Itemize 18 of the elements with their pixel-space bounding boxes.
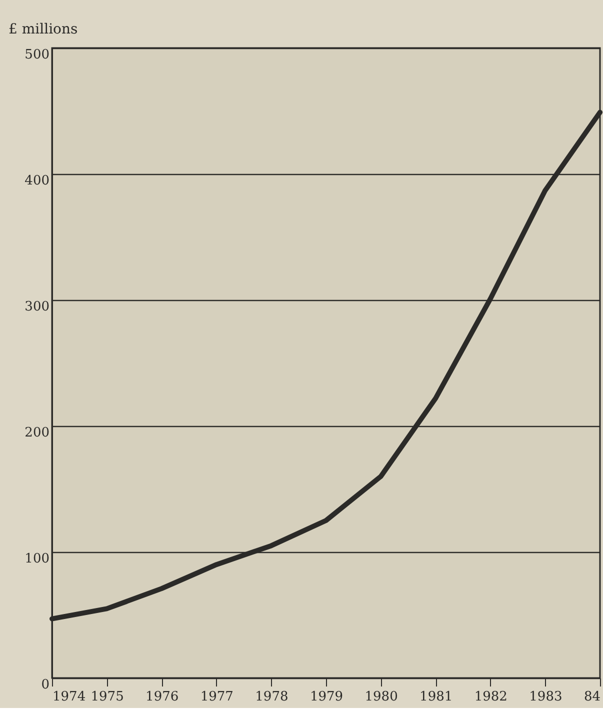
y-tick-label: 0 <box>41 678 50 692</box>
x-tick-label: 1978 <box>255 690 288 704</box>
x-tick-label: 1977 <box>200 690 234 704</box>
y-tick-label: 500 <box>24 48 50 62</box>
x-tick-label: 1975 <box>90 690 124 704</box>
y-tick-label: 400 <box>24 174 50 188</box>
x-tick-label: 1976 <box>146 690 179 704</box>
x-tick-label: 1982 <box>474 690 508 704</box>
x-tick-label: 84 <box>584 690 600 704</box>
x-tick-label: 1980 <box>364 690 398 704</box>
x-tick-label: 1974 <box>52 690 86 704</box>
y-tick-label: 100 <box>24 552 50 566</box>
y-axis-title: £ millions <box>8 22 78 38</box>
x-tick-label: 1981 <box>420 690 453 704</box>
y-tick-label: 300 <box>24 300 50 314</box>
x-tick-label: 1979 <box>310 690 344 704</box>
x-tick-label: 1983 <box>529 690 562 704</box>
y-tick-label: 200 <box>24 426 50 440</box>
